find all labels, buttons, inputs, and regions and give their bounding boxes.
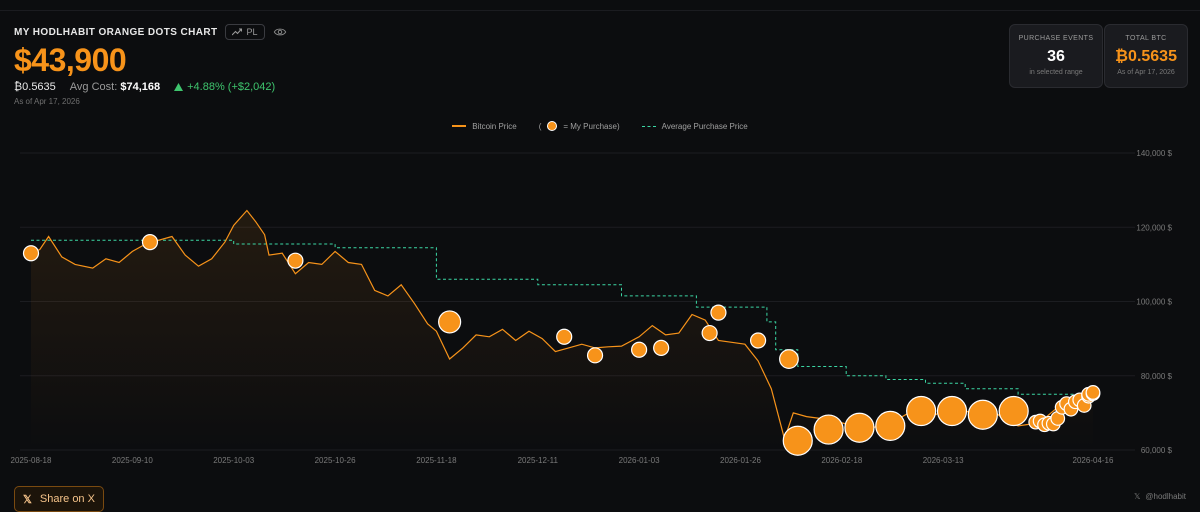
y-tick-label: 80,000 $ (1141, 372, 1173, 381)
y-axis-labels: 60,000 $ 80,000 $ 100,000 $ 120,000 $ 140,00… (1136, 149, 1172, 455)
header: MY HODLHABIT ORANGE DOTS CHART PL $43,90… (14, 24, 287, 106)
triangle-up-icon (174, 83, 184, 91)
x-tick-label: 2025-09-10 (112, 456, 153, 465)
purchase-dot (967, 399, 998, 430)
x-tick-label: 2026-01-03 (619, 456, 660, 465)
as-of-date: As of Apr 17, 2026 (14, 97, 80, 106)
chart-legend: Bitcoin Price ( = My Purchase) Average P… (0, 121, 1200, 131)
legend-label-bitcoin-price: Bitcoin Price (472, 121, 517, 131)
purchase-dot (936, 395, 968, 427)
purchase-dot (779, 349, 799, 369)
watermark: 𝕏 @hodlhabit (1134, 492, 1186, 501)
share-label: Share on X (39, 493, 95, 505)
legend-item-bitcoin-price[interactable]: Bitcoin Price (452, 121, 517, 131)
legend-dot-swatch (547, 121, 558, 131)
purchase-events-value: 36 (1047, 48, 1065, 65)
legend-label-average-price: Average Purchase Price (661, 121, 748, 131)
change-value: +4.88% (+$2,042) (187, 81, 276, 93)
purchase-dot (438, 310, 462, 334)
chart-title: MY HODLHABIT ORANGE DOTS CHART (14, 26, 218, 38)
avg-cost-value: $74,168 (120, 81, 161, 93)
purchase-dot (631, 341, 648, 358)
y-tick-label: 60,000 $ (1141, 446, 1173, 455)
x-logo-icon: 𝕏 (23, 493, 32, 506)
legend-line-swatch (452, 125, 467, 127)
purchase-dot (556, 328, 573, 345)
x-logo-small-icon: 𝕏 (1133, 492, 1141, 501)
purchase-dot (710, 304, 727, 321)
x-tick-label: 2026-01-26 (720, 456, 761, 465)
x-tick-label: 2025-08-18 (11, 456, 52, 465)
purchase-dot (844, 412, 875, 443)
y-tick-label: 120,000 $ (1136, 223, 1172, 232)
purchase-dot (1085, 385, 1101, 400)
x-tick-label: 2026-03-13 (923, 456, 964, 465)
total-btc-value: ₿0.5635 (1115, 48, 1177, 65)
pl-label: PL (246, 27, 258, 37)
avg-cost-label: Avg Cost: (69, 81, 118, 93)
purchase-dot (813, 414, 844, 445)
stats-row: ₿0.5635 Avg Cost: $74,168 +4.88% (+$2,04… (14, 81, 287, 93)
change-indicator: +4.88% (+$2,042) (174, 81, 275, 93)
purchase-dot (906, 395, 937, 427)
x-tick-label: 2025-10-26 (315, 456, 356, 465)
btc-amount: ₿0.5635 (14, 81, 56, 93)
purchase-dot (22, 245, 40, 262)
purchase-events-sub: in selected range (1029, 69, 1083, 76)
purchase-dots (22, 234, 1101, 456)
total-btc-card: TOTAL BTC ₿0.5635 As of Apr 17, 2026 (1104, 24, 1188, 88)
total-btc-label: TOTAL BTC (1125, 35, 1167, 42)
purchase-dot (749, 332, 767, 349)
legend-purchase-prefix: ( (538, 121, 542, 131)
purchase-dot (653, 339, 670, 357)
share-on-x-button[interactable]: 𝕏 Share on X (14, 486, 104, 512)
price-area (31, 210, 1093, 450)
watermark-handle: @hodlhabit (1145, 492, 1186, 501)
portfolio-value: $43,900 (14, 42, 127, 78)
legend-dash-swatch (641, 125, 656, 127)
y-tick-label: 100,000 $ (1136, 298, 1172, 307)
eye-icon[interactable] (273, 25, 287, 39)
x-tick-label: 2025-12-11 (518, 456, 559, 465)
total-btc-sub: As of Apr 17, 2026 (1117, 69, 1175, 76)
purchase-dot (287, 252, 304, 269)
purchase-dot (998, 395, 1029, 427)
trend-up-icon (232, 28, 243, 36)
purchase-dot (586, 347, 604, 364)
legend-label-purchase: = My Purchase) (563, 121, 620, 131)
legend-item-purchase[interactable]: ( = My Purchase) (539, 121, 620, 131)
purchase-dot (782, 425, 813, 456)
x-tick-label: 2025-10-03 (213, 456, 254, 465)
average-purchase-price-line (31, 239, 1094, 398)
purchase-dot (701, 324, 718, 342)
top-divider (0, 10, 1200, 11)
x-tick-label: 2025-11-18 (416, 456, 457, 465)
purchase-events-label: PURCHASE EVENTS (1018, 35, 1094, 42)
purchase-events-card: PURCHASE EVENTS 36 in selected range (1009, 24, 1103, 88)
legend-item-average-price[interactable]: Average Purchase Price (641, 121, 748, 131)
y-tick-label: 140,000 $ (1136, 149, 1172, 158)
title-row: MY HODLHABIT ORANGE DOTS CHART PL (14, 24, 287, 40)
x-tick-label: 2026-02-18 (821, 456, 862, 465)
purchase-dot (875, 410, 906, 441)
x-tick-label: 2026-04-16 (1073, 456, 1114, 465)
pl-toggle-button[interactable]: PL (225, 24, 265, 40)
purchase-dot (141, 234, 159, 251)
x-axis-labels: 2025-08-18 2025-09-10 2025-10-03 2025-10-26… (11, 456, 1114, 465)
